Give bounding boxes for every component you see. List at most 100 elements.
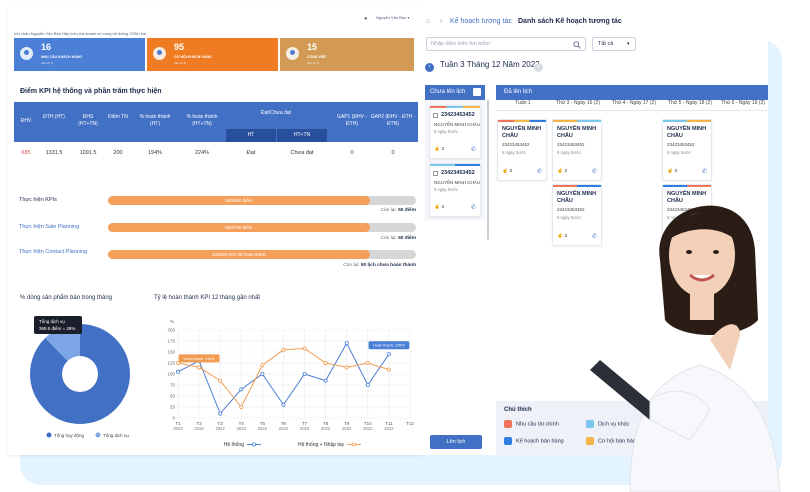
stat-label: NHU CẦU KHÁCH HÀNG [41, 55, 83, 59]
scrollbar[interactable] [487, 100, 489, 240]
select-all-checkbox[interactable] [473, 88, 481, 96]
legend-item: Dịch vụ khác [586, 420, 630, 428]
legend-item: Kế hoạch bán hàng [504, 437, 564, 445]
card-phone: 23423453452 [441, 112, 475, 118]
callout-label: Hoàn thành: 145% [373, 344, 405, 348]
data-point [302, 346, 307, 351]
card-tag-stripe [663, 185, 711, 187]
x-tick-label: T11 [385, 421, 393, 426]
stat-card-opportunities[interactable]: 95 CƠ HỘI KHÁCH HÀNG cần xử lý [147, 38, 278, 71]
pie-tooltip [34, 316, 82, 334]
col-dhs: ĐHS (HT+TN) [78, 114, 98, 127]
unscheduled-card[interactable]: 23423453452 NGUYỄN MINH CHÂU 5 ngày trướ… [429, 105, 481, 159]
bell-icon[interactable]: ● [364, 16, 368, 22]
phone-icon[interactable]: ✆ [701, 169, 707, 175]
progress-note: Còn lại: 50 điểm [380, 208, 416, 213]
card-tag-stripe [498, 120, 546, 122]
subcol-ht-bg [226, 129, 276, 142]
progress-label-link[interactable]: Thực hiện Contact Planning [19, 249, 88, 255]
column-header: Thứ 6 - Ngày 19 (2) [718, 100, 768, 111]
phone-icon[interactable]: ✆ [591, 169, 597, 175]
phone-icon[interactable]: ✆ [470, 205, 476, 211]
x-tick-label: T4 [239, 421, 245, 426]
card-checkbox[interactable] [433, 171, 438, 176]
progress-label: Thực hiện KPIs [19, 197, 57, 203]
filter-select[interactable]: Tất cả ▾ [592, 37, 636, 51]
col-gap1: GAP1 (ĐHV - ĐTH) [336, 114, 367, 127]
breadcrumb-item[interactable]: Kế hoạch tương tác [450, 18, 512, 25]
card-phone: 23423453452 [557, 142, 585, 147]
x-tick-year: 2022 [363, 426, 373, 431]
progress-fill: 150/200 lịch đã hoàn thành [108, 250, 370, 259]
search-input[interactable]: Nhập điều kiện tìm kiếm [426, 37, 586, 51]
legend-swatch [586, 420, 594, 428]
legend-series-name: Hệ thống + Nhập tay [298, 442, 345, 448]
card-tag-stripe [553, 185, 601, 187]
card-phone: 23423453452 [557, 207, 585, 212]
unscheduled-header: Chưa lên lịch [425, 85, 485, 100]
x-tick-year: 2022 [173, 426, 183, 431]
stat-card-customer-needs[interactable]: 16 NHU CẦU KHÁCH HÀNG cần xử lý [14, 38, 145, 71]
column-header: Thứ 5 - Ngày 18 (2) [662, 100, 718, 111]
stat-sub: cần xử lý [41, 61, 54, 65]
line-chart-card: Tỷ lệ hoàn thành KPI 12 tháng gần nhất %… [148, 288, 418, 454]
cell-dhs: 1091.5 [79, 150, 97, 156]
stat-label: CÔNG VIỆC [307, 55, 327, 59]
legend-swatch [504, 437, 512, 445]
breadcrumb-current: Danh sách Kế hoạch tương tác [518, 18, 622, 25]
thumbs-up-icon: ☝ [557, 169, 563, 174]
progress-section: Thực hiện KPIs 550/560 điểm Còn lại: 50 … [14, 184, 418, 284]
card-name: NGUYỄN MINH CHÂU [557, 191, 597, 204]
legend-series-name: Hệ thống [224, 442, 245, 448]
x-tick-label: T7 [302, 421, 308, 426]
data-point [344, 365, 349, 370]
progress-label-link[interactable]: Thực hiện Sale Planning [19, 224, 80, 230]
legend-item: Cơ hội bán hàng [586, 437, 639, 445]
line-chart: %0255075100125150175200T12022T22022T3202… [167, 319, 414, 448]
card-count: ☝ 3 [502, 169, 512, 174]
col-pct-ht: % hoàn thành (HT) [139, 114, 171, 127]
businesswoman-illustration [590, 205, 781, 492]
stat-card-tasks[interactable]: 15 CÔNG VIỆC cần xử lý [280, 38, 414, 71]
thumbs-up-icon: ☝ [502, 169, 508, 174]
card-checkbox[interactable] [433, 113, 438, 118]
col-dth: ĐTH (HT) [43, 114, 65, 120]
x-tick-label: T3 [218, 421, 224, 426]
legend-series-marker [351, 442, 356, 447]
y-tick-label: 125 [167, 361, 175, 366]
card-phone: 23423453452 [441, 170, 475, 176]
card-age: 5 ngày trước [434, 129, 458, 134]
legend-series-marker [252, 442, 257, 447]
data-point [365, 383, 370, 388]
data-point [260, 372, 265, 377]
prev-week-icon[interactable]: ‹ [425, 63, 434, 72]
y-tick-label: 25 [170, 405, 176, 410]
search-icon[interactable] [573, 41, 581, 49]
phone-icon[interactable]: ✆ [536, 169, 542, 175]
cell-ht: Đạt [246, 150, 256, 156]
card-age: 5 ngày trước [667, 150, 691, 155]
week-label: Tuần 3 Tháng 12 Năm 2022 [440, 60, 540, 69]
schedule-button[interactable]: Lên lịch [430, 435, 482, 449]
stat-sub: cần xử lý [307, 61, 320, 65]
pie-title: % dòng sản phẩm bán trong tháng [20, 295, 113, 301]
home-icon[interactable]: ⌂ [426, 18, 431, 25]
column-header: Thứ 3 - Ngày 16 (2) [550, 100, 606, 111]
legend-title: Chú thích [504, 407, 532, 413]
user-menu[interactable]: Nguyễn Văn Bảo ▾ [376, 15, 410, 20]
phone-icon[interactable]: ✆ [591, 234, 597, 240]
phone-icon[interactable]: ✆ [470, 147, 476, 153]
unscheduled-card[interactable]: 23423453452 NGUYỄN MINH CHÂU 5 ngày trướ… [429, 163, 481, 217]
progress-note: Còn lại: 50 điểm [380, 236, 416, 241]
data-point [365, 361, 370, 366]
card-count: ☝ 3 [557, 169, 567, 174]
data-point [386, 367, 391, 372]
kpi-table-header: ĐHV ĐTH (HT) ĐHS (HT+TN) Điểm TN % hoàn … [14, 102, 418, 142]
next-week-icon[interactable]: › [534, 63, 543, 72]
card-count: ☝ 3 [667, 169, 677, 174]
stat-label: CƠ HỘI KHÁCH HÀNG [174, 55, 212, 59]
